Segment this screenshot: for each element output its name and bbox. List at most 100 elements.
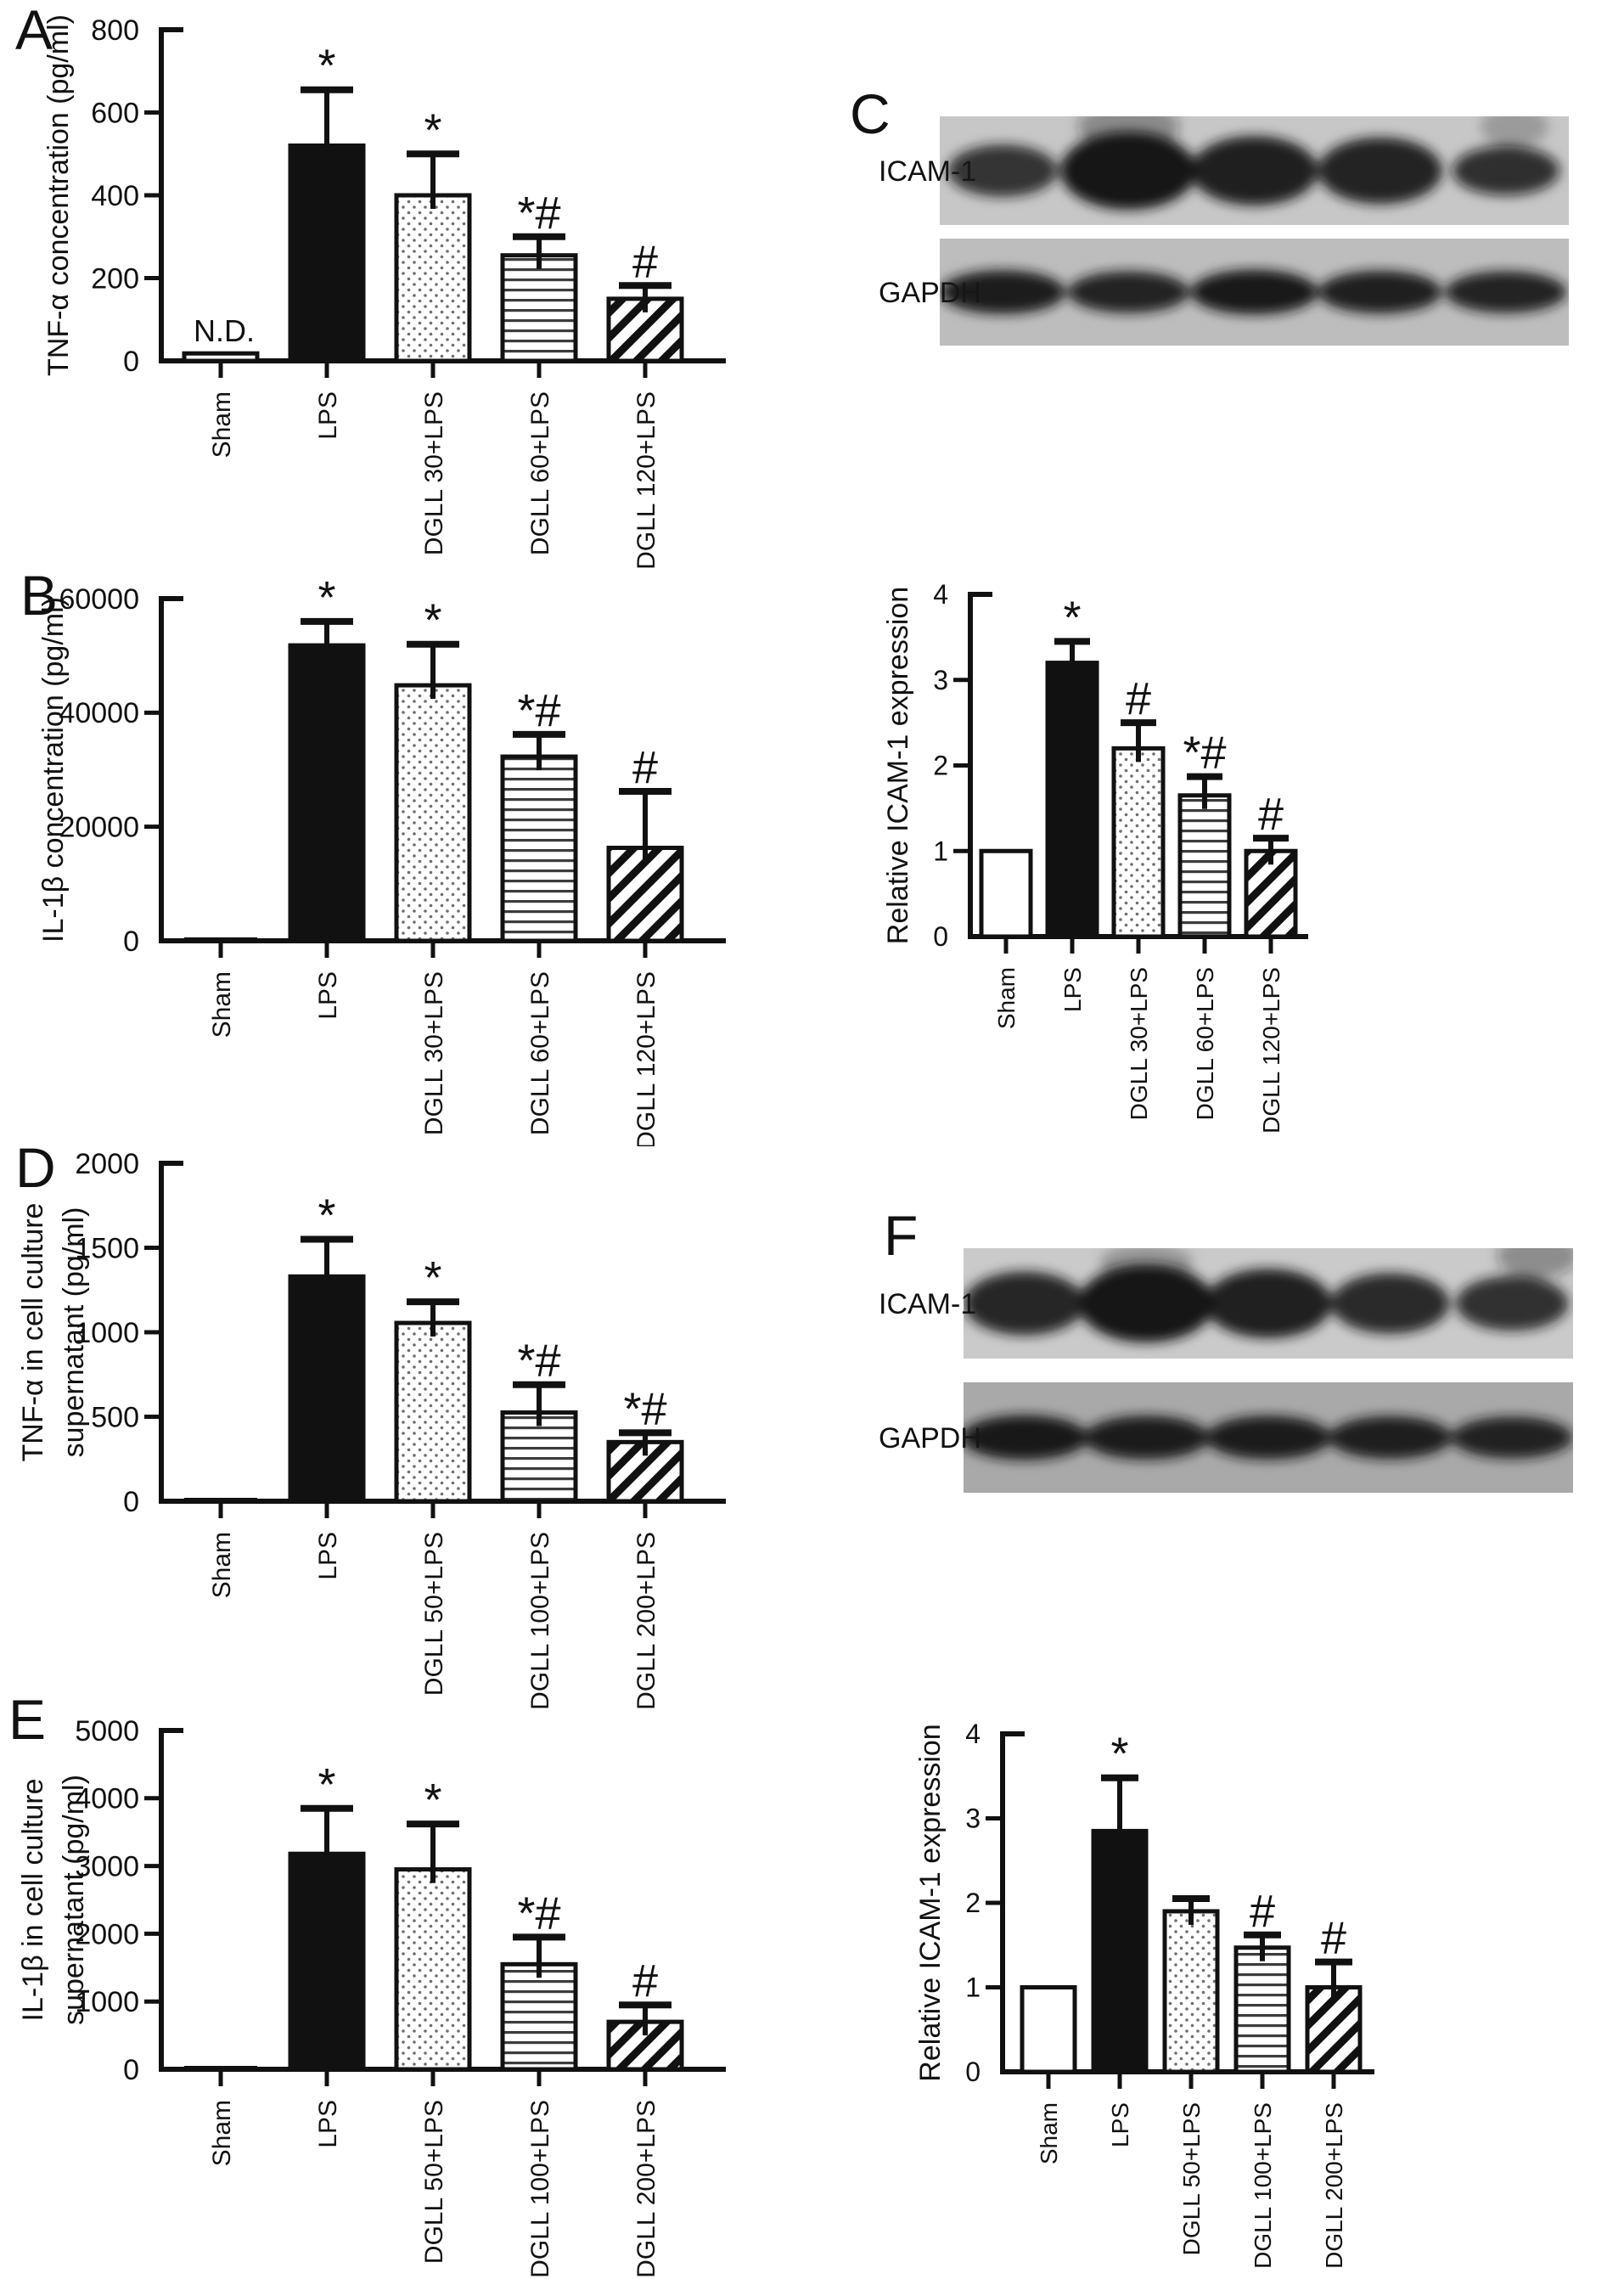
significance-annotation: # bbox=[1250, 1886, 1275, 1937]
panel-C: C ICAM-1 GAPDH 0 1 2 3 4 Relative ICAM-1 expre… bbox=[836, 72, 1624, 1163]
y-tick-label: 1000 bbox=[75, 1986, 139, 2018]
x-category-label: Sham bbox=[993, 967, 1020, 1029]
panel-C-chart: 0 1 2 3 4 Relative ICAM-1 expression Sham LPS * D… bbox=[836, 72, 1624, 1163]
x-category-label: DGLL 30+LPS bbox=[420, 391, 448, 555]
blot-band bbox=[1060, 132, 1197, 210]
x-category-label: DGLL 200+LPS bbox=[632, 1532, 660, 1710]
panel-F-letter: F bbox=[884, 1204, 919, 1267]
significance-annotation: * bbox=[1110, 1729, 1128, 1780]
y-tick-label: 4000 bbox=[75, 1783, 139, 1815]
y-tick-label: 4 bbox=[965, 1719, 981, 1749]
x-category-label: LPS bbox=[1107, 2102, 1133, 2147]
x-category-label: Sham bbox=[208, 391, 236, 458]
panel-D-chart-svg: 0 500 1000 1500 2000 TNF-α in cell culture sup… bbox=[17, 1148, 726, 1710]
significance-annotation: # bbox=[632, 742, 658, 793]
x-category-label: DGLL 50+LPS bbox=[420, 2100, 448, 2264]
panel-D-chart: 0 500 1000 1500 2000 TNF-α in cell culture sup… bbox=[8, 1138, 796, 1715]
y-tick-label: 2 bbox=[965, 1888, 981, 1918]
panel-B: B 0 20000 40000 60000 IL-1β concentration (p… bbox=[8, 560, 796, 1146]
y-tick-label: 0 bbox=[123, 346, 139, 378]
bar-Sham bbox=[184, 937, 257, 941]
blot-smear bbox=[1077, 116, 1180, 150]
y-tick-label: 400 bbox=[91, 180, 139, 212]
blot-band bbox=[1205, 1269, 1332, 1338]
y-tick-label: 20000 bbox=[59, 812, 139, 844]
panel-F-western-blot: ICAM-1 GAPDH bbox=[836, 1206, 1624, 2279]
significance-annotation: *# bbox=[517, 1336, 560, 1387]
significance-annotation: # bbox=[632, 1955, 658, 2006]
y-tick-label: 1000 bbox=[75, 1317, 139, 1349]
bar-DGLL 100+LPS bbox=[1233, 1945, 1291, 2074]
blot-band bbox=[1083, 1415, 1210, 1460]
panel-F-chart: 0 1 2 3 4 Relative ICAM-1 expression Sham LPS * D… bbox=[836, 1206, 1624, 2279]
bar-DGLL 60+LPS bbox=[1177, 793, 1232, 939]
y-axis-label: IL-1β in cell culture bbox=[17, 1778, 49, 2021]
y-axis-label: TNF-α concentration (pg/ml) bbox=[42, 14, 75, 376]
x-category-label: DGLL 60+LPS bbox=[526, 971, 554, 1135]
x-category-label: DGLL 60+LPS bbox=[1192, 967, 1218, 1120]
icam-1-bands bbox=[964, 1248, 1573, 1342]
bar-Sham bbox=[1020, 1985, 1077, 2074]
y-tick-label: 1500 bbox=[75, 1232, 139, 1264]
panel-A-chart: 0 200 400 600 800 TNF-α concentration (pg/ml)… bbox=[8, 0, 796, 586]
significance-annotation: * bbox=[317, 41, 335, 92]
x-category-label: Sham bbox=[208, 2100, 236, 2166]
panel-F-chart-svg: 0 1 2 3 4 Relative ICAM-1 expression Sham LPS * D… bbox=[914, 1719, 1374, 2269]
y-axis-label: TNF-α in cell culture bbox=[17, 1203, 49, 1462]
bar-DGLL 100+LPS bbox=[500, 1961, 578, 2072]
y-tick-label: 40000 bbox=[59, 697, 139, 729]
panel-E: E 0 1000 2000 3000 4000 5000 IL-1β in cell cul… bbox=[8, 1691, 796, 2279]
blot-band bbox=[1452, 146, 1559, 195]
y-tick-label: 1 bbox=[965, 1972, 981, 2003]
x-category-label: DGLL 120+LPS bbox=[632, 391, 660, 570]
significance-annotation: # bbox=[1258, 789, 1284, 840]
y-axis-label: supernatant (pg/ml) bbox=[58, 1207, 90, 1458]
bar-DGLL 60+LPS bbox=[500, 754, 578, 943]
blot-band bbox=[1318, 270, 1442, 314]
blot-band bbox=[1067, 271, 1189, 313]
bar-DGLL 60+LPS bbox=[500, 253, 578, 363]
bar-Sham bbox=[184, 1498, 257, 1501]
x-category-label: DGLL 30+LPS bbox=[1126, 967, 1152, 1120]
blot-band bbox=[940, 270, 1065, 314]
significance-annotation: * bbox=[424, 1775, 441, 1826]
blot-band bbox=[1205, 1415, 1331, 1460]
significance-annotation: *# bbox=[517, 1888, 560, 1939]
panel-C-chart-svg: 0 1 2 3 4 Relative ICAM-1 expression Sham LPS * D… bbox=[882, 579, 1308, 1134]
y-tick-label: 5000 bbox=[75, 1715, 139, 1747]
blot-band bbox=[1445, 271, 1567, 313]
bar-LPS bbox=[288, 1274, 366, 1504]
blot-smear bbox=[1497, 1248, 1573, 1278]
panel-F: F ICAM-1 GAPDH 0 1 2 3 4 Relative ICAM-1 expre… bbox=[836, 1206, 1624, 2279]
panel-A-letter: A bbox=[15, 0, 53, 61]
x-category-label: DGLL 60+LPS bbox=[526, 391, 554, 555]
y-tick-label: 0 bbox=[123, 2054, 139, 2086]
y-axis-label: IL-1β concentration (pg/ml) bbox=[37, 597, 70, 943]
bar-DGLL 120+LPS bbox=[606, 846, 684, 943]
panel-E-chart-svg: 0 1000 2000 3000 4000 5000 IL-1β in cell cultu… bbox=[17, 1715, 726, 2278]
x-category-label: DGLL 100+LPS bbox=[526, 2100, 554, 2278]
bar-LPS bbox=[288, 1851, 366, 2072]
icam-1-bands bbox=[947, 116, 1559, 210]
significance-annotation: # bbox=[632, 236, 658, 287]
blot-band bbox=[1318, 137, 1442, 205]
significance-annotation: * bbox=[317, 1190, 335, 1241]
blot-band bbox=[964, 1415, 1088, 1460]
bar-DGLL 50+LPS bbox=[394, 1320, 472, 1504]
y-tick-label: 4 bbox=[933, 579, 948, 610]
y-tick-label: 500 bbox=[91, 1401, 139, 1433]
x-category-label: DGLL 100+LPS bbox=[1250, 2102, 1276, 2269]
blot-band bbox=[1330, 1273, 1450, 1334]
panel-E-letter: E bbox=[8, 1688, 47, 1751]
x-category-label: DGLL 100+LPS bbox=[526, 1532, 554, 1710]
y-tick-label: 0 bbox=[123, 1486, 139, 1518]
bar-LPS bbox=[288, 643, 366, 943]
blot-band bbox=[1455, 1275, 1569, 1331]
panel-C-letter: C bbox=[850, 82, 891, 145]
icam-1-blot-label: ICAM-1 bbox=[879, 1288, 976, 1320]
y-axis-label: Relative ICAM-1 expression bbox=[882, 587, 914, 944]
bar-Sham bbox=[979, 848, 1033, 939]
no-data-label: N.D. bbox=[194, 313, 255, 348]
